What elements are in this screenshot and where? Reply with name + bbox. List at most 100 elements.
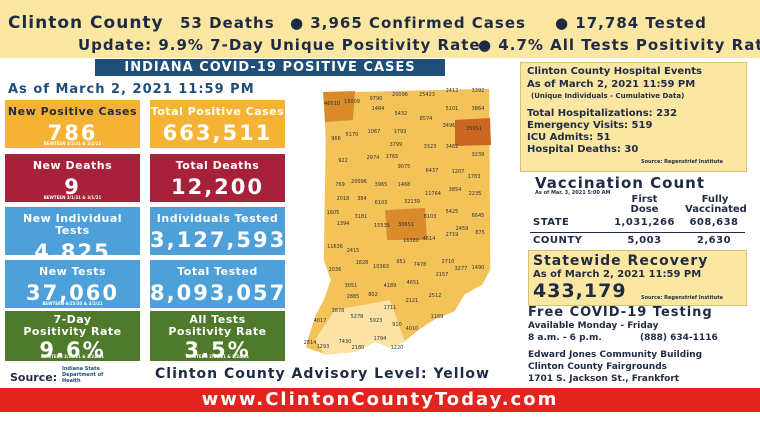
county-count: 1794: [374, 336, 387, 342]
website: www.ClintonCountyToday.com: [0, 388, 760, 412]
stat-note: BEWTEEN 6/25/20 & 3/2/21: [42, 301, 103, 306]
county-count: 2512: [429, 293, 442, 299]
county-count: 3323: [424, 144, 437, 150]
stat-note: BEWTEEN 2/18/21 & 2/24/21: [185, 354, 250, 359]
county-shape: [385, 208, 427, 240]
hospital-line: Total Hospitalizations: 232: [527, 108, 678, 119]
hospital-line: ICU Admits: 51: [527, 132, 611, 143]
county-count: 5278: [351, 314, 364, 320]
county-count: 2974: [367, 155, 380, 161]
stat-label: Total Tested: [177, 265, 258, 278]
address-line: 1701 S. Jackson St., Frankfort: [528, 374, 680, 384]
county-count: 9790: [370, 96, 383, 102]
stat-value: 8,093,057: [150, 281, 287, 305]
county-count: 5432: [395, 111, 408, 117]
county-count: 1468: [398, 182, 411, 188]
stat-label: 7-Day Positivity Rate: [23, 313, 122, 338]
recovery-source: Source: Regenstrief Institute: [641, 295, 724, 301]
county-count: 3051: [345, 283, 358, 289]
stat-box: New Deaths 9 BEWTEEN 3/1/21 & 3/1/21: [5, 154, 140, 202]
hospital-source: Source: Regenstrief Institute: [641, 159, 724, 165]
county-count: 1293: [317, 344, 330, 350]
stat-label: New Tests: [38, 265, 106, 278]
stat-label: New Positive Cases: [7, 105, 138, 118]
stat-box: All Tests Positivity Rate 3.5% BEWTEEN 2/1…: [150, 311, 285, 362]
county-count: 5170: [346, 132, 359, 138]
address-line: Clinton County Fairgrounds: [528, 362, 668, 372]
stat-value: 12,200: [170, 175, 265, 199]
county-count: 3392: [472, 88, 485, 94]
county-count: 35951: [466, 126, 482, 132]
column-head: First Dose: [630, 194, 659, 215]
county-count: 6437: [426, 168, 439, 174]
vaccination-value: 608,638: [689, 217, 739, 228]
divider: [530, 232, 745, 233]
header-item: ● 3,965 Confirmed Cases: [290, 14, 526, 32]
stat-note: BEWTEEN 2/18/21 & 2/24/21: [40, 354, 105, 359]
county-count: 25423: [419, 92, 435, 98]
county-count: 15009: [344, 99, 360, 105]
county-count: 2710: [442, 259, 455, 265]
stat-box: New Tests 37,060 BEWTEEN 6/25/20 & 3/2/21: [5, 260, 140, 308]
stat-box: Total Tested 8,093,057: [150, 260, 285, 308]
vaccination-row-label: STATE: [533, 217, 570, 228]
stat-label: All Tests Positivity Rate: [168, 313, 267, 338]
county-shape: [455, 118, 491, 146]
county-count: 2719: [446, 232, 459, 238]
county-count: 3239: [472, 152, 485, 158]
stat-label: Total Positive Cases: [150, 105, 285, 118]
county-count: 20096: [351, 179, 367, 185]
hospital-line: Emergency Visits: 519: [527, 120, 653, 131]
county-count: 2121: [406, 298, 419, 304]
county-count: 5923: [370, 318, 383, 324]
county-count: 966: [331, 136, 341, 142]
county-count: 2415: [347, 248, 360, 254]
county-count: 1765: [386, 154, 399, 160]
county-count: 1169: [431, 314, 444, 320]
county-count: 1605: [327, 210, 340, 216]
indiana-map: 46510 15009 9790 20096 25423 2412 3392 1484 5432…: [304, 87, 492, 356]
vaccination-as-of: As of Mar. 3, 2021 5:00 AM: [535, 190, 611, 196]
county-count: 2885: [347, 294, 360, 300]
hospital-as-of: As of March 2, 2021 11:59 PM: [527, 79, 696, 90]
county-count: 922: [338, 158, 348, 164]
hospital-title: Clinton County Hospital Events: [527, 66, 702, 77]
stat-value: 3.5%: [184, 338, 251, 362]
stat-label: New Deaths: [32, 159, 113, 172]
county-count: 1711: [384, 305, 397, 311]
county-count: 2235: [469, 191, 482, 197]
county-count: 6645: [472, 213, 485, 219]
banner: INDIANA COVID-19 POSITIVE CASES: [95, 59, 445, 76]
county-count: 1793: [394, 129, 407, 135]
header-item: Update: 9.9% 7-Day Unique Positivity Rat…: [78, 36, 481, 54]
county-count: 2412: [446, 88, 459, 94]
county-count: 769: [335, 182, 345, 188]
vaccination-value: 2,630: [696, 235, 732, 246]
recovery-value: 433,179: [533, 280, 627, 302]
county-count: 5101: [446, 106, 459, 112]
header-item: 53 Deaths: [180, 14, 275, 32]
recovery-as-of: As of March 2, 2021 11:59 PM: [533, 269, 702, 280]
stat-value: 3,127,593: [150, 228, 287, 252]
county-count: 3878: [332, 308, 345, 314]
county-count: 1394: [337, 221, 350, 227]
source-label: Source:: [10, 371, 58, 384]
recovery-panel: Statewide Recovery As of March 2, 2021 1…: [528, 250, 747, 306]
county-count: 20096: [392, 92, 408, 98]
county-count: 951: [396, 259, 406, 265]
county-count: 1828: [356, 260, 369, 266]
county-count: 3864: [472, 106, 485, 112]
county-count: 2018: [337, 196, 350, 202]
county-count: 2036: [329, 267, 342, 273]
county-count: 16380: [403, 238, 419, 244]
county-count: 3496: [443, 123, 456, 129]
county-shape: [315, 300, 405, 355]
county-count: 2157: [436, 272, 449, 278]
testing-line: Available Monday - Friday: [528, 321, 659, 331]
county-count: 8574: [420, 116, 433, 122]
header-item: ● 17,784 Tested: [555, 14, 707, 32]
county-count: 1484: [372, 106, 385, 112]
stat-value: 663,511: [162, 121, 273, 145]
county-count: 3854: [449, 187, 462, 193]
